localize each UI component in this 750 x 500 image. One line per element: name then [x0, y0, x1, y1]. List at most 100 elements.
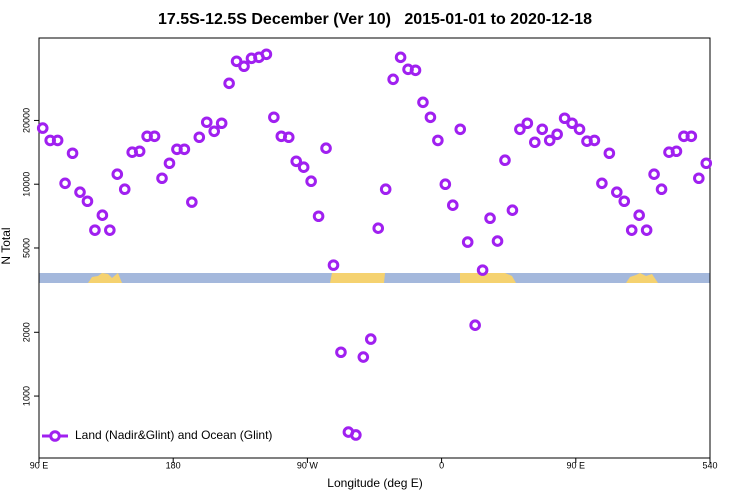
land-ocean-mask — [39, 273, 710, 283]
point — [89, 224, 101, 236]
point — [178, 143, 191, 156]
point — [193, 131, 206, 144]
point — [200, 116, 213, 129]
point — [596, 177, 608, 190]
point — [394, 51, 407, 64]
point — [208, 125, 221, 138]
point — [59, 177, 71, 190]
y-tick-label: 10000 — [21, 172, 31, 197]
point — [476, 264, 489, 276]
point — [424, 111, 437, 124]
point — [74, 186, 86, 198]
point — [297, 161, 310, 174]
point — [543, 134, 556, 147]
point — [432, 134, 444, 147]
point — [327, 259, 340, 271]
point — [350, 429, 362, 441]
x-tick-label: 90 W — [297, 460, 319, 470]
point — [469, 319, 481, 332]
x-tick-label: 180 — [166, 460, 181, 470]
point — [186, 196, 198, 208]
point — [417, 96, 429, 109]
point — [685, 130, 698, 143]
point — [260, 48, 273, 61]
plot-frame — [38, 37, 711, 459]
point — [514, 123, 526, 136]
x-tick-label: 0 — [439, 460, 444, 470]
chart-title: 17.5S-12.5S December (Ver 10) 2015-01-01… — [158, 11, 592, 28]
point — [611, 186, 623, 198]
point — [648, 168, 660, 180]
land-patch — [330, 273, 385, 283]
point — [528, 136, 541, 149]
x-tick-label: 90 E — [30, 460, 49, 470]
point — [268, 111, 280, 124]
point — [133, 145, 146, 158]
y-tick-label: 1000 — [21, 386, 31, 406]
point — [439, 178, 452, 191]
point — [700, 157, 713, 170]
point — [625, 224, 638, 236]
point — [409, 64, 422, 77]
point — [372, 222, 385, 234]
point — [215, 117, 228, 130]
point — [163, 157, 176, 170]
point — [335, 346, 347, 359]
point — [454, 123, 467, 136]
point — [499, 154, 511, 167]
x-tick-label: 540 — [702, 460, 717, 470]
point — [364, 333, 377, 345]
point — [36, 122, 49, 134]
point — [111, 168, 124, 180]
point — [633, 209, 645, 222]
point — [51, 134, 64, 147]
point — [148, 130, 161, 143]
x-tick-label: 90 E — [567, 460, 586, 470]
point — [558, 112, 571, 125]
point — [655, 183, 668, 196]
point — [81, 195, 94, 208]
y-tick-label: 5000 — [21, 238, 31, 258]
point — [104, 224, 116, 236]
point — [156, 172, 168, 185]
point — [118, 183, 131, 196]
land-patch — [626, 273, 658, 283]
point — [282, 131, 295, 144]
point — [491, 235, 504, 247]
point — [223, 77, 235, 90]
y-tick-label: 20000 — [21, 108, 31, 133]
point — [573, 123, 586, 136]
point — [618, 195, 631, 208]
point — [357, 351, 370, 363]
point — [670, 145, 683, 158]
point — [312, 210, 325, 223]
point — [238, 60, 250, 73]
point — [290, 155, 303, 168]
point — [484, 212, 496, 225]
point — [446, 199, 459, 212]
x-axis-label: Longitude (deg E) — [327, 476, 422, 490]
point — [521, 117, 534, 130]
point — [461, 236, 474, 248]
y-tick-label: 2000 — [21, 322, 31, 342]
legend-label: Land (Nadir&Glint) and Ocean (Glint) — [75, 428, 272, 442]
point — [96, 209, 109, 222]
point — [506, 204, 519, 216]
point — [66, 147, 79, 160]
land-patch — [460, 273, 516, 283]
point — [320, 142, 332, 155]
point — [379, 183, 392, 196]
point — [588, 134, 601, 147]
point — [566, 117, 578, 130]
point — [305, 175, 317, 188]
point — [551, 128, 563, 141]
point — [387, 73, 399, 86]
point — [693, 172, 705, 185]
point — [230, 55, 243, 68]
point — [536, 123, 549, 136]
land-patch — [88, 273, 122, 283]
point — [640, 224, 653, 236]
legend-marker — [49, 430, 61, 442]
y-axis-label: N Total — [0, 227, 13, 264]
